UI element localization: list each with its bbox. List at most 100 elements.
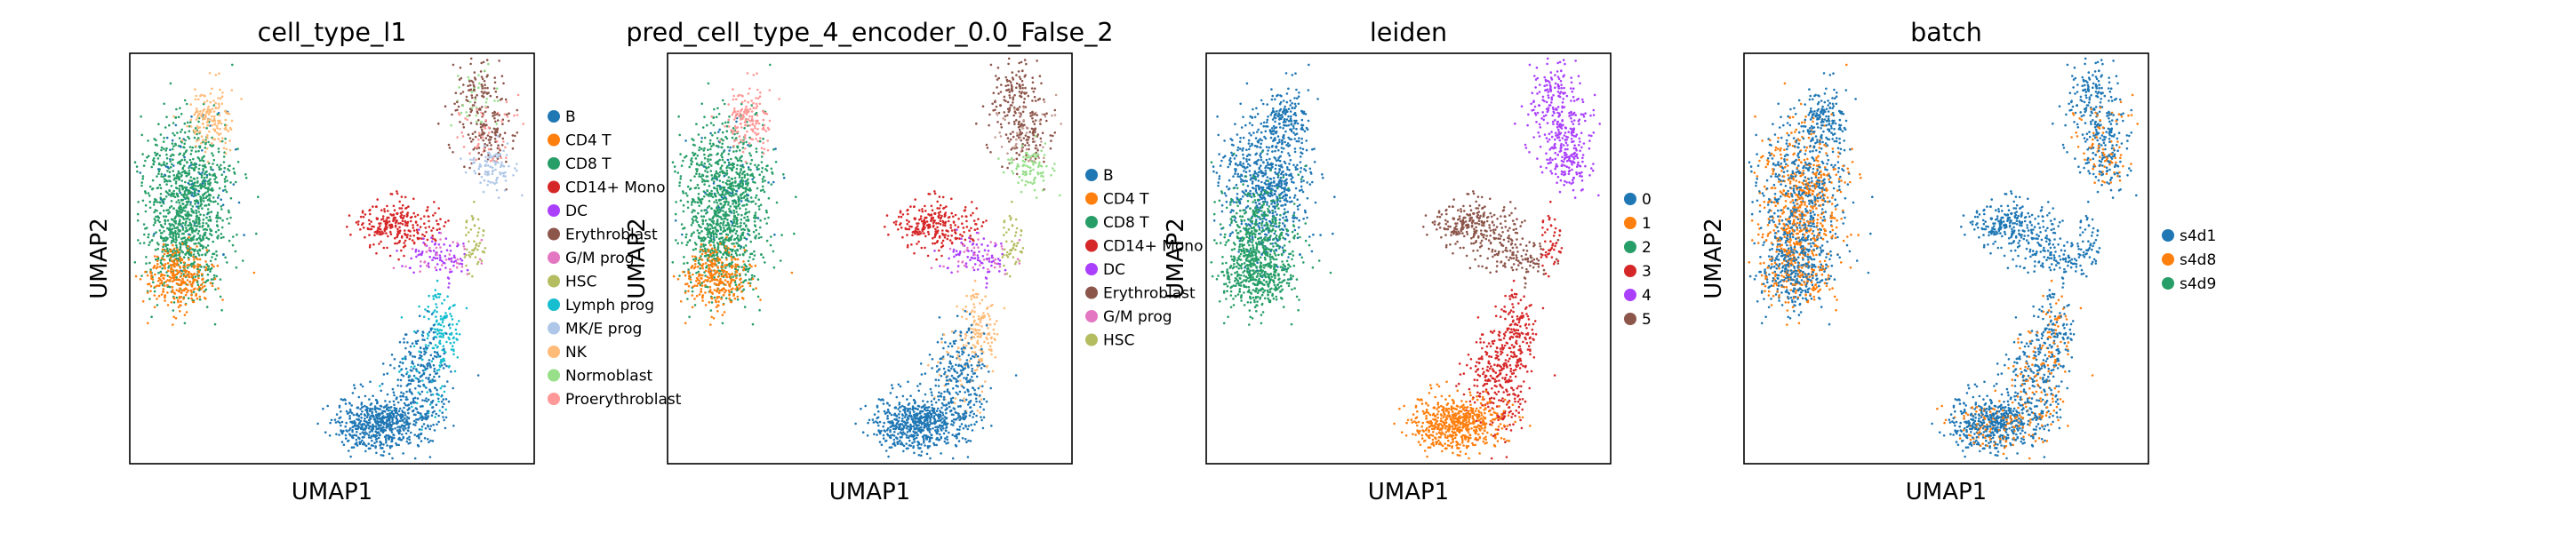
data-point — [220, 168, 222, 171]
data-point — [711, 262, 714, 265]
data-point — [444, 266, 447, 269]
data-point — [381, 429, 384, 432]
data-point — [207, 161, 210, 163]
data-point — [449, 147, 452, 149]
data-point — [481, 87, 484, 90]
data-point — [494, 82, 497, 84]
data-point — [167, 166, 170, 169]
legend-label: HSC — [565, 274, 596, 291]
data-point — [737, 264, 740, 266]
data-point — [347, 430, 349, 433]
data-point — [469, 137, 472, 139]
data-point — [749, 155, 752, 157]
data-point — [728, 214, 731, 217]
data-point — [188, 179, 191, 182]
data-point — [198, 286, 201, 289]
data-point — [374, 409, 377, 411]
data-point — [490, 160, 492, 163]
data-point — [204, 108, 206, 111]
data-point — [194, 137, 196, 139]
data-point — [740, 200, 743, 203]
data-point — [465, 99, 468, 101]
data-point — [742, 232, 745, 235]
data-point — [712, 220, 715, 223]
data-point — [160, 259, 163, 262]
data-point — [468, 167, 471, 170]
data-point — [436, 306, 438, 309]
data-point — [417, 214, 420, 217]
data-point — [396, 228, 399, 231]
data-point — [675, 219, 677, 222]
data-point — [348, 214, 351, 217]
data-point — [213, 159, 216, 162]
data-point — [485, 98, 488, 100]
data-point — [194, 132, 196, 135]
data-point — [398, 428, 401, 431]
data-point — [188, 236, 190, 239]
data-point — [217, 287, 220, 290]
data-point — [402, 452, 404, 455]
data-point — [207, 208, 210, 211]
data-point — [436, 228, 439, 231]
data-point — [486, 59, 489, 61]
data-point — [183, 164, 186, 167]
data-point — [179, 287, 181, 290]
data-point — [351, 422, 354, 425]
data-point — [703, 215, 706, 218]
data-point — [219, 89, 221, 91]
data-point — [430, 229, 433, 232]
data-point — [231, 120, 234, 123]
data-point — [741, 266, 744, 268]
data-point — [419, 386, 421, 388]
data-point — [723, 294, 725, 297]
data-point — [734, 298, 737, 300]
data-point — [776, 202, 779, 204]
data-point — [160, 273, 163, 275]
data-point — [179, 259, 181, 262]
data-point — [409, 238, 412, 241]
data-point — [465, 265, 468, 267]
data-point — [192, 300, 195, 303]
data-point — [436, 257, 439, 259]
data-point — [174, 144, 177, 147]
data-point — [203, 234, 205, 236]
data-point — [148, 241, 151, 243]
data-point — [715, 194, 717, 196]
data-point — [440, 387, 443, 390]
data-point — [456, 262, 459, 265]
data-point — [346, 226, 348, 228]
data-point — [723, 206, 725, 209]
data-point — [722, 224, 724, 227]
data-point — [452, 318, 454, 321]
data-point — [468, 273, 471, 275]
data-point — [701, 180, 704, 183]
data-point — [448, 366, 451, 369]
data-point — [441, 411, 444, 414]
data-point — [184, 139, 187, 142]
data-point — [441, 364, 444, 367]
data-point — [439, 268, 442, 271]
data-point — [695, 272, 698, 274]
data-point — [717, 305, 720, 307]
data-point — [393, 205, 396, 208]
data-point — [455, 332, 458, 335]
data-point — [432, 214, 435, 217]
data-point — [398, 433, 401, 435]
data-point — [211, 234, 213, 236]
data-point — [494, 132, 497, 135]
data-point — [701, 299, 704, 302]
data-point — [742, 179, 745, 182]
data-point — [409, 267, 412, 270]
data-point — [472, 219, 475, 221]
data-point — [402, 219, 404, 222]
data-point — [186, 291, 188, 294]
data-point — [472, 132, 475, 135]
data-point — [398, 365, 401, 368]
data-point — [444, 391, 446, 394]
data-point — [174, 259, 177, 261]
data-point — [723, 227, 725, 229]
data-point — [371, 410, 373, 413]
data-point — [451, 114, 453, 116]
data-point — [181, 259, 184, 261]
data-point — [694, 256, 697, 259]
